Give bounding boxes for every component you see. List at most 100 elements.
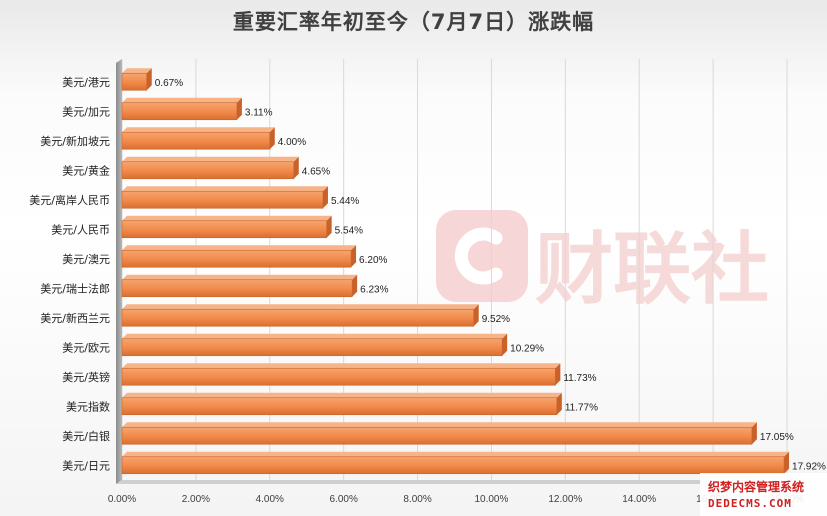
bar-end-face	[322, 186, 328, 209]
bar-top-face	[122, 422, 757, 428]
data-label: 0.67%	[155, 78, 183, 89]
bar	[121, 363, 561, 386]
bar-end-face	[556, 392, 562, 415]
category-label: 美元/澳元	[62, 253, 110, 266]
axis-wall	[116, 59, 787, 484]
bar-end-face	[555, 363, 561, 386]
bar-top-face	[122, 392, 562, 398]
data-labels: 0.67% 3.11% 4.00% 4.65% 5.44% 5.54% 6.20% 6.23%…	[155, 78, 826, 473]
x-tick-label: 12.00%	[548, 494, 582, 505]
x-tick-label: 0.00%	[108, 494, 136, 505]
chart-title: 重要汇率年初至今（7月7日）涨跌幅	[232, 10, 595, 34]
bar-end-face	[784, 451, 790, 474]
category-label: 美元/加元	[62, 105, 110, 118]
category-label: 美元/欧元	[62, 341, 110, 354]
bar-front-face	[121, 338, 503, 357]
category-label: 美元/新加坡元	[40, 134, 110, 148]
bar-top-face	[122, 127, 275, 133]
data-label: 3.11%	[245, 107, 273, 118]
bar	[121, 68, 152, 91]
bar-front-face	[121, 279, 353, 298]
x-tick-label: 14.00%	[622, 494, 656, 505]
x-tick-label: 6.00%	[329, 494, 357, 505]
bar	[121, 97, 242, 121]
category-label: 美元/人民币	[51, 223, 110, 236]
category-label: 美元/离岸人民币	[29, 193, 110, 207]
bar	[121, 274, 358, 298]
data-label: 11.77%	[565, 402, 598, 413]
bar-front-face	[121, 102, 238, 121]
category-label: 美元/白银	[62, 429, 110, 443]
bar-top-face	[122, 156, 299, 162]
watermark-c-icon	[436, 210, 528, 302]
bar-top-face	[122, 304, 479, 310]
data-label: 5.54%	[335, 225, 363, 236]
bar-end-face	[269, 127, 275, 150]
bar-front-face	[121, 131, 271, 150]
bar-front-face	[121, 72, 148, 91]
bar-front-face	[121, 367, 556, 386]
axis-wall-side	[116, 59, 122, 484]
bar	[121, 245, 357, 268]
bar-top-face	[122, 68, 152, 74]
bar-end-face	[352, 274, 358, 297]
bar-top-face	[122, 274, 358, 280]
bar-end-face	[502, 333, 508, 356]
category-label: 美元/黄金	[62, 163, 110, 177]
category-label: 美元/英镑	[62, 370, 110, 384]
watermark-text: 财联社	[535, 225, 769, 315]
bar-top-face	[122, 245, 357, 251]
bar-top-face	[122, 186, 328, 192]
bar-front-face	[121, 249, 352, 268]
category-label: 美元/新西兰元	[40, 311, 110, 325]
bar-front-face	[121, 456, 785, 475]
data-label: 4.00%	[278, 137, 306, 148]
bar-top-face	[122, 333, 508, 339]
corner-badge-line2: DEDECMS.COM	[708, 497, 792, 510]
bar-top-face	[122, 215, 332, 221]
axis-floor	[116, 480, 787, 484]
bar-top-face	[122, 363, 561, 369]
bar-top-face	[122, 451, 790, 457]
bar-front-face	[121, 397, 558, 416]
bar	[121, 304, 479, 327]
bar-front-face	[121, 161, 295, 180]
bar	[121, 333, 508, 357]
category-labels: 美元/港元美元/加元美元/新加坡元美元/黄金美元/离岸人民币美元/人民币美元/澳…	[29, 76, 110, 473]
bar-front-face	[121, 190, 324, 209]
bar-front-face	[121, 426, 753, 445]
bar-end-face	[473, 304, 479, 327]
corner-badge-line1: 织梦内容管理系统	[708, 480, 805, 494]
bar	[121, 451, 790, 475]
bar	[121, 215, 332, 239]
watermark-c-shape	[454, 227, 503, 285]
bar-front-face	[121, 308, 475, 327]
bar-end-face	[351, 245, 357, 268]
x-tick-label: 2.00%	[182, 494, 210, 505]
category-label: 美元指数	[66, 399, 110, 413]
data-label: 10.29%	[510, 343, 544, 354]
data-label: 11.73%	[563, 373, 596, 384]
x-tick-label: 4.00%	[256, 494, 284, 505]
category-label: 美元/港元	[62, 76, 110, 89]
bar-end-face	[326, 215, 332, 238]
data-label: 4.65%	[302, 166, 330, 177]
bar-end-face	[146, 68, 152, 91]
bar-end-face	[293, 156, 299, 179]
bar	[121, 186, 328, 209]
watermark-logo: 财联社	[436, 210, 769, 315]
data-label: 5.44%	[331, 196, 359, 207]
x-tick-label: 8.00%	[403, 494, 431, 505]
bar-end-face	[236, 97, 242, 120]
category-label: 美元/日元	[62, 459, 110, 472]
bar	[121, 392, 562, 416]
bar-top-face	[122, 97, 242, 103]
data-label: 17.05%	[760, 432, 794, 443]
data-label: 6.20%	[359, 255, 387, 266]
category-label: 美元/瑞士法郎	[40, 281, 110, 295]
corner-watermark-badge: 织梦内容管理系统 DEDECMS.COM	[700, 473, 827, 516]
bar	[121, 422, 757, 445]
bar-front-face	[121, 220, 327, 239]
bars	[121, 68, 790, 475]
